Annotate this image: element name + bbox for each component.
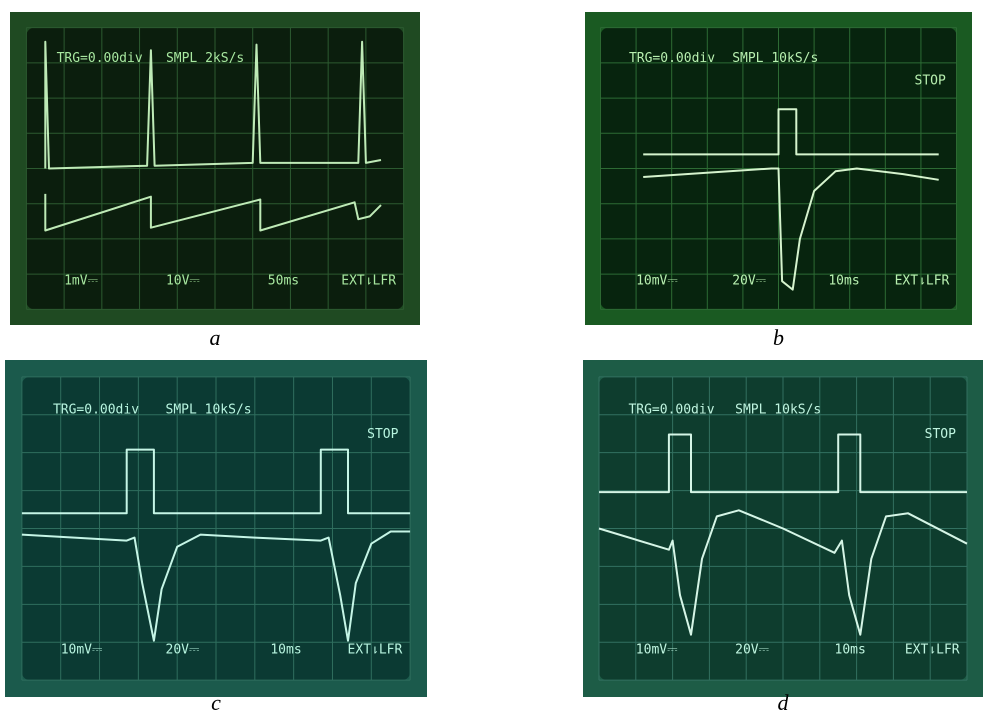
screen-label: 1mV⎓ [64,274,98,289]
oscilloscope-photo: TRG=0.00div SMPL 10kS/s STOP 10mV⎓ 20V⎓ 10ms E… [585,12,972,325]
screen-label: 10ms [270,642,301,657]
screen-label: STOP [925,427,956,442]
screen-label: EXT⇂LFR [348,642,403,657]
screen-label: STOP [915,74,946,89]
figure: TRG=0.00div SMPL 2kS/s 1mV⎓ 10V⎓ 50ms EXT⇂LFR… [0,0,987,720]
screen-label: TRG=0.00div [629,51,715,66]
screen-label: 10mV⎓ [636,642,678,657]
screen-label: 20V⎓ [166,642,200,657]
screen-label: 20V⎓ [735,642,769,657]
caption: d [778,690,790,715]
screen-label: 20V⎓ [732,274,766,289]
screen-label: SMPL 2kS/s [166,51,244,66]
screen-label: SMPL 10kS/s [166,403,252,418]
screen-label: EXT⇂LFR [905,642,960,657]
screen-label: EXT⇂LFR [341,274,396,289]
oscilloscope-photo: TRG=0.00div SMPL 10kS/s STOP 10mV⎓ 20V⎓ 10ms E… [583,360,983,697]
screen-label: 10mV⎓ [636,274,678,289]
screen-label: 50ms [268,274,299,289]
caption: c [211,690,221,715]
screen-label: TRG=0.00div [57,51,143,66]
oscilloscope-photo: TRG=0.00div SMPL 10kS/s STOP 10mV⎓ 20V⎓ 10ms E… [5,360,427,697]
oscilloscope-photo: TRG=0.00div SMPL 2kS/s 1mV⎓ 10V⎓ 50ms EXT⇂LFR [10,12,420,325]
caption: b [773,325,784,350]
screen-label: EXT⇂LFR [895,274,950,289]
screen-label: SMPL 10kS/s [732,51,818,66]
screen-label: 10V⎓ [166,274,200,289]
screen-label: TRG=0.00div [628,403,714,418]
screen-label: 10ms [828,274,859,289]
screen-label: 10ms [835,642,866,657]
screen-label: 10mV⎓ [61,642,103,657]
screen-label: SMPL 10kS/s [735,403,821,418]
screen-label: TRG=0.00div [53,403,139,418]
caption: a [210,325,221,350]
screen-label: STOP [367,427,398,442]
